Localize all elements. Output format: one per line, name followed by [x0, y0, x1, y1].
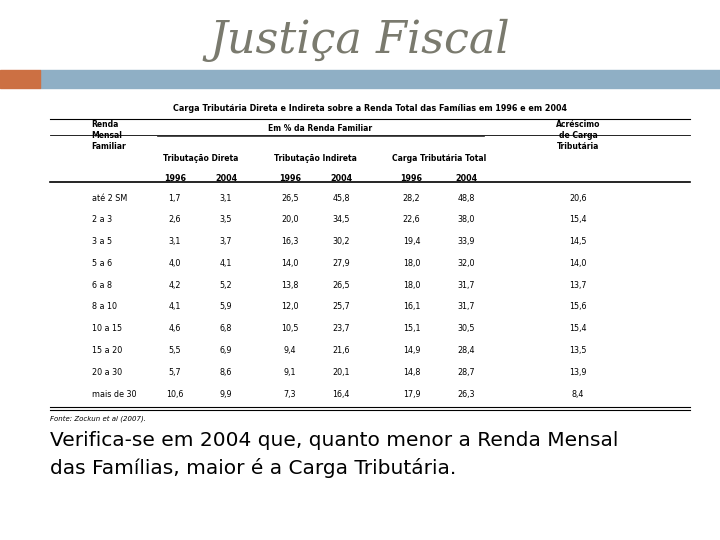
Text: 2004: 2004: [330, 174, 352, 183]
Text: 3 a 5: 3 a 5: [91, 237, 112, 246]
Text: 17,9: 17,9: [402, 389, 420, 399]
Text: 20 a 30: 20 a 30: [91, 368, 122, 377]
Text: 16,1: 16,1: [403, 302, 420, 312]
Text: Justiça Fiscal: Justiça Fiscal: [210, 18, 510, 62]
Text: 6,9: 6,9: [220, 346, 233, 355]
Text: Verifica-se em 2004 que, quanto menor a Renda Mensal: Verifica-se em 2004 que, quanto menor a …: [50, 430, 618, 449]
Text: 18,0: 18,0: [403, 281, 420, 289]
Text: 9,9: 9,9: [220, 389, 233, 399]
Text: 10,5: 10,5: [282, 324, 299, 333]
Text: 13,7: 13,7: [570, 281, 587, 289]
Text: 18,0: 18,0: [403, 259, 420, 268]
Text: 2004: 2004: [215, 174, 237, 183]
Text: 4,1: 4,1: [168, 302, 181, 312]
Text: 27,9: 27,9: [333, 259, 350, 268]
Text: 14,0: 14,0: [282, 259, 299, 268]
Text: 31,7: 31,7: [457, 281, 474, 289]
Text: 6,8: 6,8: [220, 324, 232, 333]
Text: 10 a 15: 10 a 15: [91, 324, 122, 333]
Text: 3,1: 3,1: [220, 193, 232, 202]
Text: 26,3: 26,3: [457, 389, 474, 399]
Text: 3,5: 3,5: [220, 215, 233, 224]
Text: 2,6: 2,6: [168, 215, 181, 224]
Text: 45,8: 45,8: [333, 193, 350, 202]
Text: 33,9: 33,9: [457, 237, 474, 246]
Text: 20,1: 20,1: [333, 368, 350, 377]
Text: 8,6: 8,6: [220, 368, 232, 377]
Text: Carga Tributária Total: Carga Tributária Total: [392, 154, 486, 163]
Text: 4,6: 4,6: [168, 324, 181, 333]
Text: até 2 SM: até 2 SM: [91, 193, 127, 202]
Text: 12,0: 12,0: [282, 302, 299, 312]
Text: 26,5: 26,5: [282, 193, 299, 202]
Text: 5,7: 5,7: [168, 368, 181, 377]
Text: 16,4: 16,4: [333, 389, 350, 399]
Text: 8 a 10: 8 a 10: [91, 302, 117, 312]
Text: 5,2: 5,2: [220, 281, 233, 289]
Bar: [40, 70, 720, 88]
Text: 30,2: 30,2: [333, 237, 350, 246]
Text: 48,8: 48,8: [457, 193, 474, 202]
Text: Carga Tributária Direta e Indireta sobre a Renda Total das Famílias em 1996 e em: Carga Tributária Direta e Indireta sobre…: [173, 104, 567, 113]
Text: 15,1: 15,1: [403, 324, 420, 333]
Text: 38,0: 38,0: [457, 215, 474, 224]
Text: 28,2: 28,2: [402, 193, 420, 202]
Text: 14,8: 14,8: [403, 368, 420, 377]
Text: 4,1: 4,1: [220, 259, 232, 268]
Bar: [0, 70, 40, 88]
Text: 7,3: 7,3: [284, 389, 296, 399]
Text: 14,0: 14,0: [570, 259, 587, 268]
Text: 1996: 1996: [400, 174, 423, 183]
Text: 3,7: 3,7: [220, 237, 233, 246]
Text: 4,0: 4,0: [168, 259, 181, 268]
Text: Renda
Mensal
Familiar: Renda Mensal Familiar: [91, 120, 126, 151]
Text: das Famílias, maior é a Carga Tributária.: das Famílias, maior é a Carga Tributária…: [50, 458, 456, 478]
Text: 20,6: 20,6: [570, 193, 587, 202]
Text: 5,9: 5,9: [220, 302, 233, 312]
Text: Fonte: Zockun et al (2007).: Fonte: Zockun et al (2007).: [50, 416, 146, 422]
Text: 6 a 8: 6 a 8: [91, 281, 112, 289]
Text: 3,1: 3,1: [168, 237, 181, 246]
Text: 15,4: 15,4: [570, 215, 587, 224]
Text: 25,7: 25,7: [333, 302, 350, 312]
Text: 28,7: 28,7: [457, 368, 474, 377]
Text: 8,4: 8,4: [572, 389, 584, 399]
Text: 4,2: 4,2: [168, 281, 181, 289]
Text: 10,6: 10,6: [166, 389, 184, 399]
Text: 19,4: 19,4: [403, 237, 420, 246]
Text: 28,4: 28,4: [457, 346, 474, 355]
Text: mais de 30: mais de 30: [91, 389, 136, 399]
Text: 9,4: 9,4: [284, 346, 296, 355]
Text: 5 a 6: 5 a 6: [91, 259, 112, 268]
Text: Tributação Indireta: Tributação Indireta: [274, 154, 357, 163]
Text: 1996: 1996: [164, 174, 186, 183]
Text: 22,6: 22,6: [402, 215, 420, 224]
Text: 31,7: 31,7: [457, 302, 474, 312]
Text: 15,4: 15,4: [570, 324, 587, 333]
Text: 16,3: 16,3: [282, 237, 299, 246]
Text: 2004: 2004: [455, 174, 477, 183]
Text: 32,0: 32,0: [457, 259, 474, 268]
Text: 13,9: 13,9: [570, 368, 587, 377]
Text: Em % da Renda Familiar: Em % da Renda Familiar: [269, 124, 372, 133]
Text: 21,6: 21,6: [333, 346, 350, 355]
Text: 15 a 20: 15 a 20: [91, 346, 122, 355]
Text: 23,7: 23,7: [333, 324, 350, 333]
Text: 1,7: 1,7: [168, 193, 181, 202]
Text: 13,8: 13,8: [282, 281, 299, 289]
Text: 14,5: 14,5: [570, 237, 587, 246]
Text: 1996: 1996: [279, 174, 301, 183]
Text: 15,6: 15,6: [570, 302, 587, 312]
Text: 14,9: 14,9: [403, 346, 420, 355]
Text: Tributação Direta: Tributação Direta: [163, 154, 238, 163]
Text: 5,5: 5,5: [168, 346, 181, 355]
Text: 20,0: 20,0: [282, 215, 299, 224]
Text: 30,5: 30,5: [457, 324, 474, 333]
Text: 9,1: 9,1: [284, 368, 296, 377]
Text: 34,5: 34,5: [333, 215, 350, 224]
Text: 26,5: 26,5: [333, 281, 350, 289]
Text: 2 a 3: 2 a 3: [91, 215, 112, 224]
Text: 13,5: 13,5: [570, 346, 587, 355]
Text: Acréscimo
de Carga
Tributária: Acréscimo de Carga Tributária: [556, 120, 600, 151]
